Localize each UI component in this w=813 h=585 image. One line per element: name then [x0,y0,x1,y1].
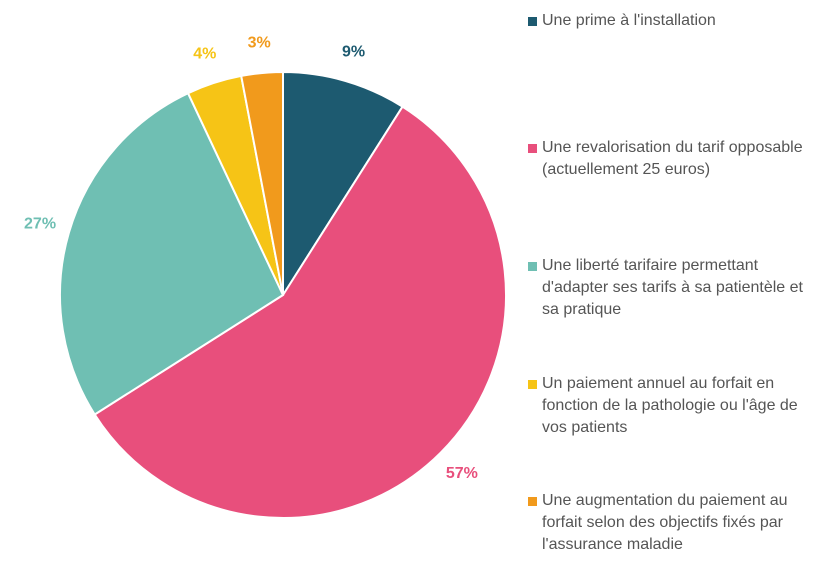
pie-slice [240,70,284,296]
legend-item: Une prime à l'installation [528,10,808,32]
legend-item: Un paiement annuel au forfait en fonctio… [528,373,808,439]
data-label: 4% [193,46,216,63]
legend-label: Un paiement annuel au forfait en fonctio… [542,375,798,436]
pie-slice [282,70,404,299]
legend-swatch [528,144,537,153]
legend-item: Une revalorisation du tarif opposable (a… [528,137,808,181]
legend-swatch [528,380,537,389]
legend-item: Une augmentation du paiement au forfait … [528,490,808,556]
legend-label: Une liberté tarifaire permettant d'adapt… [542,257,803,318]
legend-swatch [528,497,537,506]
data-label: 57% [446,465,478,482]
legend-item: Une liberté tarifaire permettant d'adapt… [528,255,808,321]
data-label: 27% [24,216,56,233]
legend-swatch [528,17,537,26]
legend-swatch [528,262,537,271]
legend-label: Une prime à l'installation [542,12,716,29]
pie-slice [93,105,507,519]
data-label: 9% [342,43,365,60]
legend-label: Une augmentation du paiement au forfait … [542,492,788,553]
pie-slice [59,91,285,416]
legend-label: Une revalorisation du tarif opposable (a… [542,139,803,178]
data-label: 3% [248,34,271,51]
